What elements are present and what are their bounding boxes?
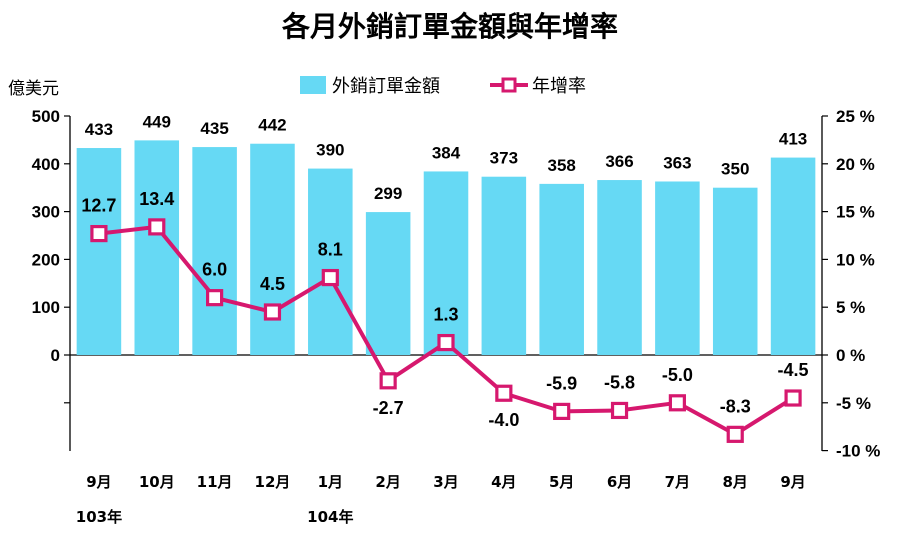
y-left-tick-label: 400 [32,155,60,174]
y-right-tick-label: -10 % [836,442,880,461]
line-value-label: -5.9 [546,373,577,393]
category-label: 9月 [780,473,805,491]
bar-value-label: 299 [374,184,402,203]
line-value-label: -5.8 [604,372,635,392]
bar-value-label: 413 [779,130,807,149]
bar [250,143,295,355]
y-left-tick-label: 300 [32,203,60,222]
line-marker [148,218,166,236]
category-label: 5月 [549,473,574,491]
y-right-tick-label: -5 % [836,394,871,413]
bars [76,140,816,355]
chart-title: 各月外銷訂單金額與年增率 [281,10,618,43]
bar-value-label: 449 [143,112,171,131]
category-label: 4月 [491,473,516,491]
line-marker [379,372,397,390]
bar-value-label: 442 [258,116,286,135]
y-right-tick-label: 0 % [836,346,865,365]
line-value-label: 12.7 [81,196,116,216]
line-value-label: 8.1 [318,240,343,260]
y-right-tick-label: 15 % [836,203,875,222]
legend: 外銷訂單金額 年增率 [300,76,586,97]
bar [712,187,758,355]
line-value-label: -2.7 [373,398,404,418]
line-marker [263,303,282,321]
bar-value-label: 435 [200,119,228,138]
bar [597,180,642,355]
line-marker [784,389,802,407]
line-marker [610,401,629,420]
line-layer [90,218,802,443]
line-value-label: 1.3 [433,305,458,325]
line-value-label: -4.0 [488,410,519,430]
category-label: 7月 [665,473,690,491]
bar-value-label: 350 [721,160,749,179]
y-right-tick-label: 20 % [836,155,875,174]
line-value-label: -4.5 [778,360,809,380]
bar-value-label: 433 [85,120,113,139]
y-right-tick-label: 10 % [836,250,875,269]
line-value-label: 6.0 [202,260,227,280]
bar [308,168,353,355]
y-right-tick-label: 5 % [836,298,865,317]
bar [423,171,469,355]
y-left-tick-label: 0 [51,346,60,365]
bar [655,181,700,355]
bar [192,147,237,355]
line-labels: 12.7 13.4 6.0 4.5 8.1 -2.7 1.3 -4.0 -5.9 -5.8 -5.0… [81,189,808,430]
line-value-label: 13.4 [139,189,174,209]
y-left-tick-label: 500 [32,107,60,126]
legend-line-label: 年增率 [532,76,586,97]
bar-value-label: 363 [663,153,691,172]
bar [76,148,122,355]
category-labels: 9月 10月 11月 12月 1月 2月 3月 4月 5月 6月 7月 8月 9月 103年 104年 [76,473,806,526]
line-value-label: 4.5 [260,274,285,294]
bar-value-label: 373 [490,149,518,168]
legend-line-marker [501,77,517,93]
line-marker [726,425,744,443]
line-value-label: -8.3 [720,396,751,416]
line-marker [321,268,339,287]
bar-value-label: 366 [605,152,633,171]
legend-bar-label: 外銷訂單金額 [332,76,440,97]
bar-value-label: 384 [432,143,461,162]
year-label: 104年 [307,508,353,526]
axes: 500 400 300 200 100 0 25 % 20 % 15 % 10 % 5 % 0 % -5… [32,107,881,461]
line-marker [553,402,571,421]
category-label: 12月 [255,473,291,491]
category-label: 10月 [139,473,175,491]
bar [481,176,527,355]
y-left-unit-label: 億美元 [8,79,59,99]
y-left-tick-label: 200 [32,250,60,269]
bar-value-label: 390 [316,141,344,160]
bar [365,212,411,355]
line-value-label: -5.0 [662,365,693,385]
category-label: 9月 [86,473,111,491]
bar-labels: 433 449 435 442 390 299 384 373 358 366 363 350 413 [85,112,808,203]
year-label: 103年 [76,508,122,526]
category-label: 2月 [375,473,400,491]
line-marker [495,384,513,402]
line-marker [437,333,455,352]
y-right-tick-label: 25 % [836,107,875,126]
line-marker [668,394,686,412]
bar-value-label: 358 [548,156,576,175]
category-label: 8月 [723,473,748,491]
line-marker [206,289,224,307]
category-label: 6月 [607,473,632,491]
legend-bar-swatch [300,76,326,94]
category-label: 1月 [318,473,343,491]
category-label: 3月 [433,473,458,491]
line-marker [90,224,108,243]
category-label: 11月 [197,473,233,491]
bar [539,183,584,355]
bar [770,157,816,355]
y-left-tick-label: 100 [32,298,60,317]
